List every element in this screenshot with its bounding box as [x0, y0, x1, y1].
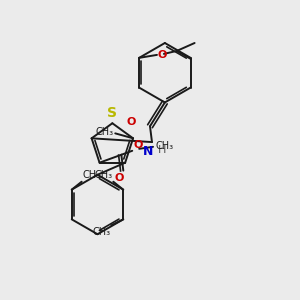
Text: O: O [133, 140, 142, 150]
Text: CH₃: CH₃ [82, 170, 101, 180]
Text: CH₃: CH₃ [92, 227, 110, 237]
Text: CH₃: CH₃ [155, 141, 173, 151]
Text: O: O [115, 173, 124, 183]
Text: CH₃: CH₃ [94, 170, 112, 180]
Text: CH₃: CH₃ [95, 128, 113, 137]
Text: O: O [127, 117, 136, 127]
Text: N: N [143, 145, 153, 158]
Text: H: H [158, 145, 166, 155]
Text: S: S [107, 106, 117, 120]
Text: O: O [158, 50, 167, 60]
